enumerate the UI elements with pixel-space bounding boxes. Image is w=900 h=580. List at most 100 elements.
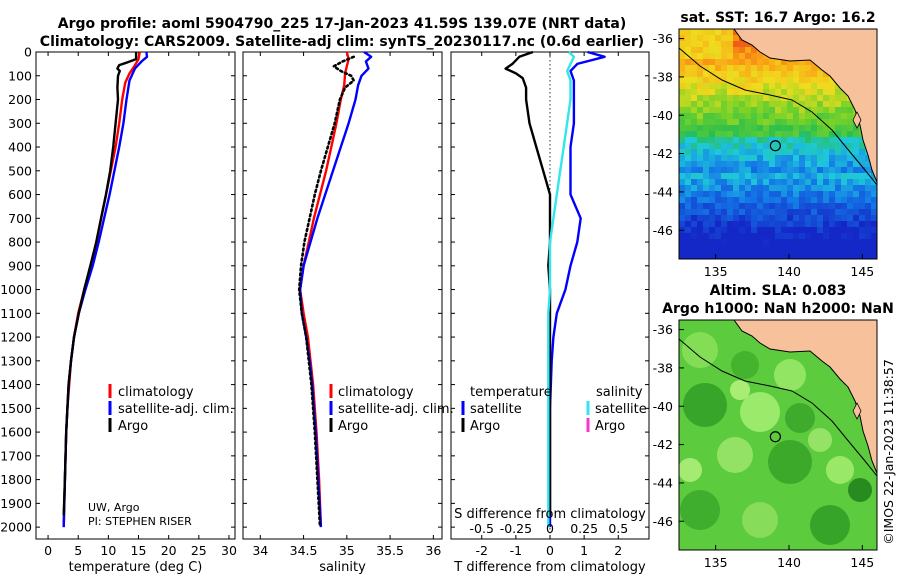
sst-cell (697, 71, 703, 77)
sst-cell (811, 131, 817, 137)
sst-cell (763, 95, 769, 101)
sst-cell (691, 47, 697, 53)
sst-cell (745, 209, 751, 215)
sst-cell (853, 221, 859, 227)
sst-cell (799, 227, 805, 233)
sst-cell (679, 119, 685, 125)
sla-blob (680, 490, 720, 530)
sst-cell (847, 143, 853, 149)
sst-cell (823, 101, 829, 107)
sst-cell (853, 179, 859, 185)
sla-blob (826, 456, 854, 484)
sst-cell (733, 167, 739, 173)
sst-cell (721, 107, 727, 113)
sst-cell (781, 239, 787, 245)
sst-cell (679, 107, 685, 113)
sst-cell (787, 185, 793, 191)
sst-cell (745, 137, 751, 143)
sst-cell (781, 113, 787, 119)
sst-cell (679, 35, 685, 41)
sst-cell (871, 257, 877, 259)
sst-cell (781, 215, 787, 221)
sst-cell (847, 119, 853, 125)
sst-cell (751, 101, 757, 107)
sst-cell (721, 161, 727, 167)
sst-cell (709, 41, 715, 47)
sst-cell (781, 143, 787, 149)
sst-cell (781, 107, 787, 113)
sst-cell (733, 149, 739, 155)
sst-cell (757, 71, 763, 77)
sst-cell (745, 143, 751, 149)
sst-cell (727, 173, 733, 179)
sst-cell (733, 53, 739, 59)
sst-cell (709, 35, 715, 41)
sst-cell (679, 179, 685, 185)
sst-cell (751, 77, 757, 83)
sst-cell (727, 185, 733, 191)
sst-cell (763, 257, 769, 259)
sst-cell (715, 215, 721, 221)
sst-cell (823, 239, 829, 245)
sst-cell (697, 83, 703, 89)
sst-cell (739, 161, 745, 167)
sst-cell (691, 179, 697, 185)
sst-cell (733, 179, 739, 185)
sst-cell (775, 167, 781, 173)
sst-cell (679, 131, 685, 137)
series-satellite-adj-clim- (62, 51, 149, 528)
sst-cell (697, 191, 703, 197)
sst-cell (697, 143, 703, 149)
sst-cell (787, 119, 793, 125)
sst-cell (739, 77, 745, 83)
sst-cell (715, 245, 721, 251)
sst-cell (817, 71, 823, 77)
sst-cell (703, 137, 709, 143)
sst-cell (769, 155, 775, 161)
sst-cell (829, 221, 835, 227)
sst-cell (817, 233, 823, 239)
sst-cell (763, 89, 769, 95)
sst-cell (865, 179, 871, 185)
sst-cell (865, 197, 871, 203)
sst-cell (709, 83, 715, 89)
sst-cell (697, 179, 703, 185)
sst-cell (739, 101, 745, 107)
sst-cell (817, 203, 823, 209)
sla-island (852, 402, 862, 420)
series-salinity-satellite (547, 51, 576, 528)
sst-cell (841, 191, 847, 197)
sst-cell (847, 245, 853, 251)
sla-blob (768, 440, 812, 484)
sst-cell (817, 119, 823, 125)
sst-cell (769, 173, 775, 179)
sst-cell (721, 83, 727, 89)
sst-cell (799, 137, 805, 143)
sst-cell (865, 173, 871, 179)
sst-cell (685, 143, 691, 149)
sst-cell (853, 197, 859, 203)
sst-cell (721, 227, 727, 233)
sst-cell (703, 107, 709, 113)
sst-cell (793, 197, 799, 203)
sst-cell (697, 89, 703, 95)
sst-cell (697, 203, 703, 209)
sst-cell (721, 167, 727, 173)
sla-blob (740, 392, 780, 432)
sst-cell (739, 251, 745, 257)
sst-cell (763, 197, 769, 203)
sst-cell (799, 179, 805, 185)
sst-cell (751, 251, 757, 257)
sst-cell (703, 65, 709, 71)
series-argo (62, 52, 138, 516)
sst-cell (787, 65, 793, 71)
sst-cell (703, 203, 709, 209)
sst-cell (775, 245, 781, 251)
sst-cell (739, 83, 745, 89)
sst-cell (745, 173, 751, 179)
sst-cell (829, 185, 835, 191)
sst-cell (703, 185, 709, 191)
sst-cell (775, 239, 781, 245)
sst-cell (739, 155, 745, 161)
sst-cell (721, 113, 727, 119)
